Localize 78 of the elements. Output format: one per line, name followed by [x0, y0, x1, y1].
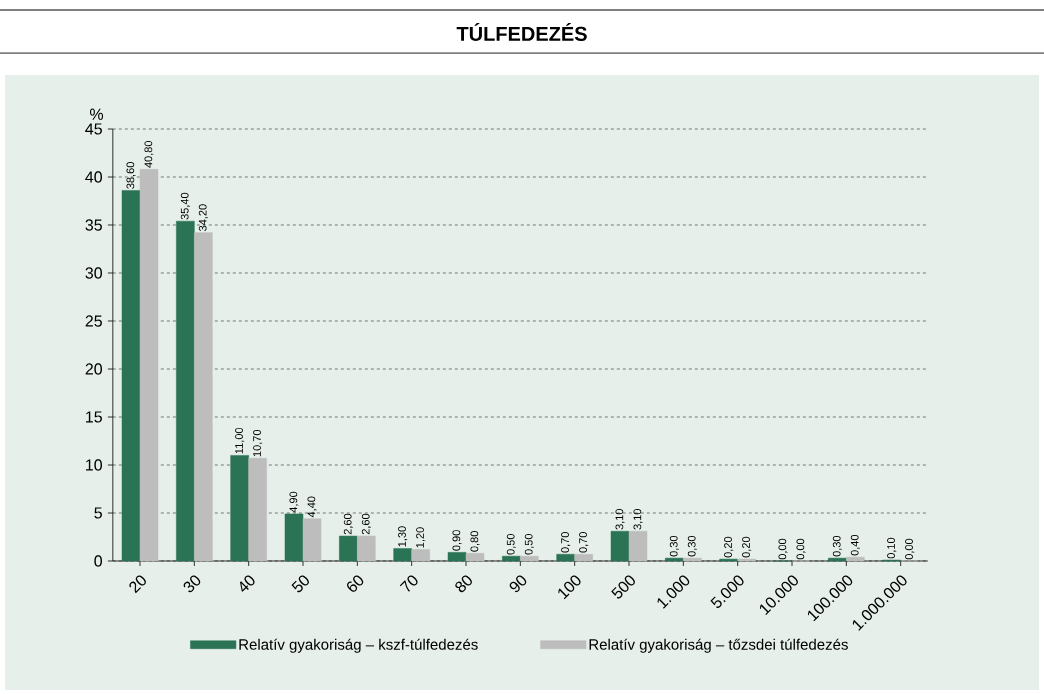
bar: [230, 455, 249, 562]
data-label: 10,70: [253, 429, 263, 457]
y-tick-label: 40: [85, 171, 102, 183]
bar: [628, 530, 648, 562]
x-tick-label: 30: [183, 575, 201, 593]
bar: [610, 530, 630, 562]
x-tick-label: 500: [611, 575, 635, 599]
data-label: 4,40: [307, 496, 317, 518]
x-tick-label: 40: [240, 575, 255, 592]
data-label: 0,50: [524, 533, 534, 555]
y-tick-label: 0: [94, 555, 102, 567]
bar: [683, 557, 702, 562]
data-label: 0,30: [832, 535, 842, 557]
data-label: 0,20: [742, 536, 752, 558]
data-label: 0,00: [905, 538, 915, 560]
bar: [393, 548, 412, 562]
x-tick-label: 20: [129, 575, 146, 594]
bar: [665, 557, 684, 562]
y-tick-label: 25: [85, 315, 102, 327]
data-label: 0,70: [579, 532, 589, 553]
bar: [139, 169, 159, 562]
bar: [284, 513, 304, 562]
data-label: 1,30: [398, 526, 408, 547]
data-label: 0,80: [470, 531, 480, 552]
y-axis-title: %: [89, 108, 104, 120]
y-tick-label: 5: [94, 507, 102, 519]
data-label: 0,00: [796, 538, 806, 560]
data-label: 0,30: [687, 535, 697, 557]
data-label: 35,40: [180, 192, 190, 220]
data-label: 0,40: [850, 534, 860, 556]
bar: [502, 555, 521, 562]
bar: [302, 518, 322, 562]
data-label: 2,60: [343, 513, 353, 535]
data-label: 0,20: [724, 536, 734, 558]
data-label: 3,10: [615, 509, 625, 530]
bar: [411, 549, 430, 562]
chart-title: TÚLFEDEZÉS: [456, 23, 587, 41]
data-label: 38,60: [126, 162, 136, 189]
bar: [574, 554, 593, 562]
legend-label: Relatív gyakoriság – kszf-túlfedezés: [239, 638, 478, 653]
x-tick-label: 50: [291, 575, 309, 593]
bar: [121, 190, 141, 562]
data-label: 0,70: [561, 532, 571, 553]
y-tick-label: 10: [86, 459, 102, 471]
bar: [176, 220, 195, 562]
data-label: 0,90: [452, 530, 462, 551]
bar: [194, 232, 213, 562]
x-tick-label: 90: [509, 575, 527, 593]
bar: [465, 553, 485, 562]
data-label: 34,20: [198, 204, 208, 232]
y-tick-label: 20: [85, 363, 102, 375]
bar: [828, 557, 847, 562]
bar: [248, 458, 267, 562]
bar: [846, 556, 865, 562]
data-label: 0,50: [506, 533, 516, 555]
data-label: 11,00: [235, 427, 245, 454]
x-tick-label: 60: [347, 575, 364, 592]
data-label: 0,30: [669, 535, 679, 557]
legend-label: Relatív gyakoriság – tőzsdei túlfedezés: [589, 638, 848, 653]
x-tick-label: 80: [455, 575, 472, 593]
x-tick-label: 100: [558, 575, 581, 600]
y-tick-label: 35: [85, 219, 102, 231]
data-label: 0,00: [778, 538, 788, 560]
data-label: 4,90: [289, 491, 299, 513]
y-tick-label: 15: [86, 411, 102, 423]
bar: [339, 535, 358, 562]
data-label: 2,60: [361, 513, 371, 535]
y-tick-label: 45: [85, 123, 102, 135]
y-tick-label: 30: [85, 267, 102, 279]
data-label: 0,10: [887, 537, 897, 559]
data-label: 3,10: [633, 509, 643, 530]
bar: [556, 554, 575, 562]
x-tick-label: 70: [399, 575, 418, 592]
bar: [357, 535, 376, 562]
bar: [447, 552, 467, 562]
bar: [520, 555, 539, 562]
data-label: 40,80: [144, 140, 154, 168]
data-label: 1,20: [416, 527, 426, 548]
